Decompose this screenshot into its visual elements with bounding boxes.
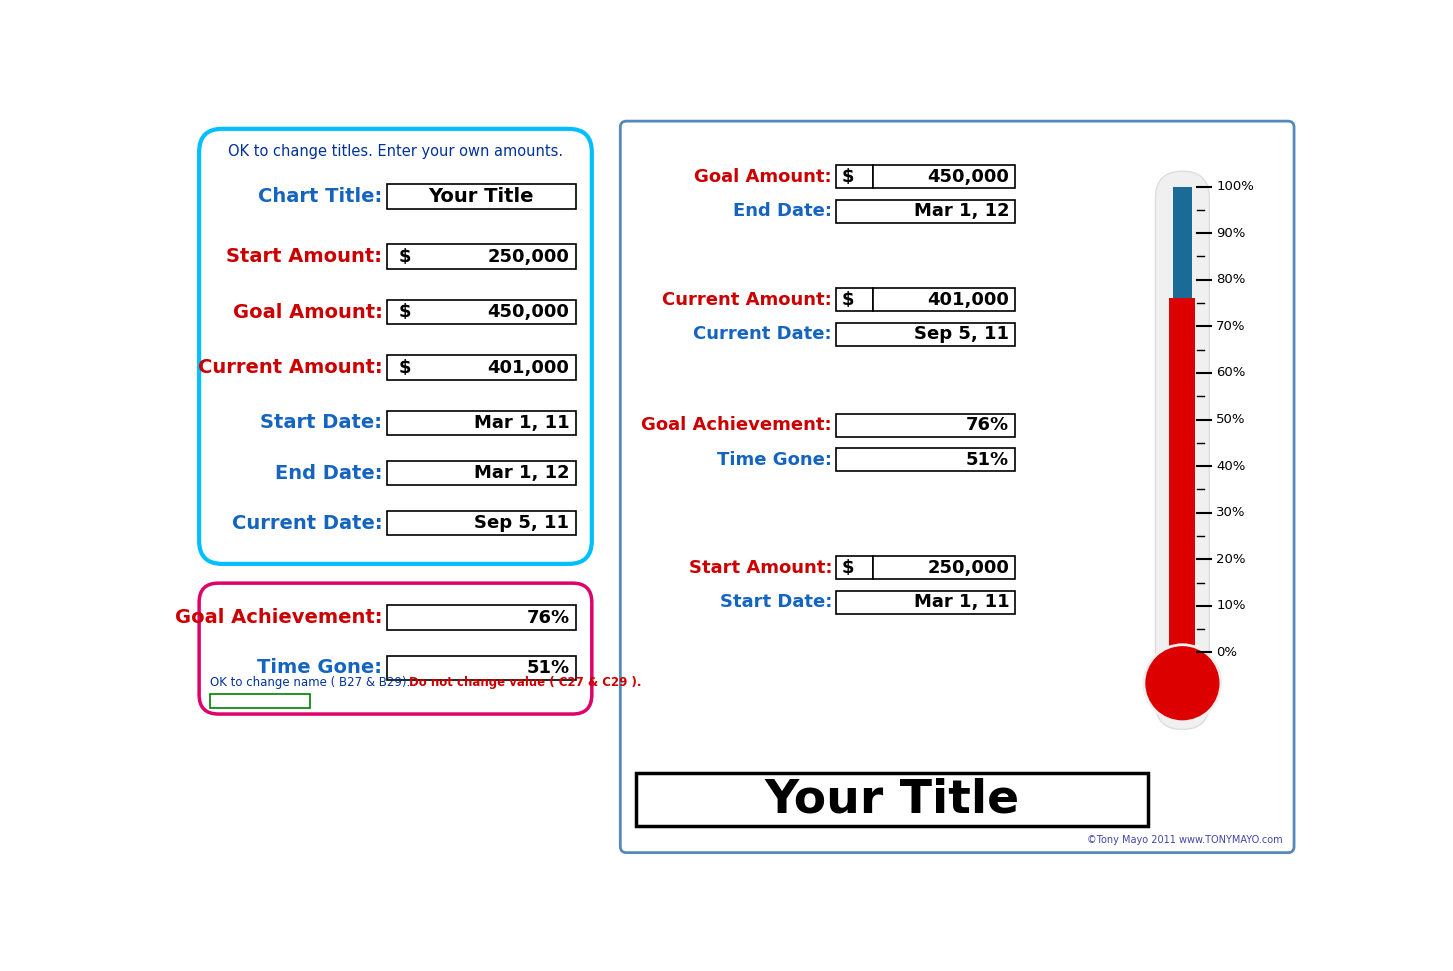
Text: Time Gone:: Time Gone: — [257, 658, 382, 678]
Bar — [386, 511, 575, 535]
Bar — [835, 288, 873, 312]
FancyBboxPatch shape — [620, 121, 1295, 853]
Text: 10%: 10% — [1216, 599, 1245, 613]
Text: $: $ — [843, 290, 854, 309]
Text: $: $ — [843, 558, 854, 577]
Text: 90%: 90% — [1216, 226, 1245, 240]
Text: 401,000: 401,000 — [927, 290, 1010, 309]
Text: 51%: 51% — [526, 659, 570, 677]
Text: ©Tony Mayo 2011 www.TONYMAYO.com: ©Tony Mayo 2011 www.TONYMAYO.com — [1087, 835, 1283, 845]
Text: Sep 5, 11: Sep 5, 11 — [475, 514, 570, 532]
Bar — [386, 300, 575, 324]
Text: 76%: 76% — [526, 609, 570, 627]
Text: Current Amount:: Current Amount: — [663, 290, 833, 309]
FancyBboxPatch shape — [199, 584, 591, 714]
Text: $: $ — [398, 303, 411, 321]
Bar — [873, 556, 1016, 580]
Text: Start Date:: Start Date: — [260, 414, 382, 432]
Bar — [1173, 186, 1191, 653]
Bar — [386, 184, 575, 209]
Text: 450,000: 450,000 — [488, 303, 570, 321]
FancyBboxPatch shape — [1155, 171, 1209, 729]
Bar — [873, 288, 1016, 312]
Bar — [835, 200, 1016, 222]
Text: 30%: 30% — [1216, 506, 1245, 519]
Text: Start Amount:: Start Amount: — [689, 558, 833, 577]
Bar — [386, 411, 575, 435]
Text: Current Amount:: Current Amount: — [198, 358, 382, 377]
Bar — [835, 590, 1016, 614]
Text: 60%: 60% — [1216, 366, 1245, 380]
Bar — [835, 165, 873, 188]
Text: 51%: 51% — [966, 451, 1010, 469]
Text: 50%: 50% — [1216, 413, 1245, 426]
Text: Time Gone:: Time Gone: — [718, 451, 833, 469]
Bar — [386, 655, 575, 680]
Text: Sep 5, 11: Sep 5, 11 — [914, 325, 1010, 344]
Text: Start Date:: Start Date: — [719, 593, 833, 612]
Text: 76%: 76% — [966, 417, 1010, 434]
Text: 100%: 100% — [1216, 180, 1254, 193]
Text: 250,000: 250,000 — [927, 558, 1010, 577]
Bar — [386, 245, 575, 269]
Text: Goal Amount:: Goal Amount: — [695, 168, 833, 185]
Text: 401,000: 401,000 — [488, 358, 570, 377]
Text: 40%: 40% — [1216, 459, 1245, 473]
Bar — [835, 414, 1016, 437]
Bar — [386, 355, 575, 380]
Bar — [835, 449, 1016, 472]
Bar — [386, 606, 575, 630]
Text: Do not change value ( C27 & C29 ).: Do not change value ( C27 & C29 ). — [408, 677, 641, 689]
Bar — [835, 323, 1016, 346]
Text: $: $ — [843, 168, 854, 185]
FancyBboxPatch shape — [199, 129, 591, 564]
Text: Mar 1, 11: Mar 1, 11 — [914, 593, 1010, 612]
Bar — [873, 165, 1016, 188]
Text: Chart Title:: Chart Title: — [259, 187, 382, 206]
Text: Mar 1, 11: Mar 1, 11 — [474, 414, 570, 432]
Text: Your Title: Your Title — [429, 187, 535, 206]
Text: End Date:: End Date: — [734, 202, 833, 220]
Circle shape — [1144, 645, 1221, 721]
Text: Start Amount:: Start Amount: — [227, 248, 382, 266]
Text: Current Date:: Current Date: — [693, 325, 833, 344]
Text: 450,000: 450,000 — [927, 168, 1010, 185]
Text: $: $ — [398, 248, 411, 266]
Bar — [1170, 298, 1196, 653]
Text: 0%: 0% — [1216, 646, 1238, 659]
Text: Goal Amount:: Goal Amount: — [232, 303, 382, 321]
Text: End Date:: End Date: — [275, 463, 382, 483]
Text: Your Title: Your Title — [764, 777, 1020, 822]
Text: Goal Achievement:: Goal Achievement: — [174, 608, 382, 627]
Bar — [209, 694, 309, 708]
Text: OK to change name ( B27 & B29).: OK to change name ( B27 & B29). — [209, 677, 414, 689]
Text: 80%: 80% — [1216, 273, 1245, 286]
Text: 70%: 70% — [1216, 319, 1245, 333]
Bar — [636, 773, 1148, 825]
Text: 20%: 20% — [1216, 552, 1245, 566]
Bar — [386, 460, 575, 486]
Text: Goal Achievement:: Goal Achievement: — [641, 417, 833, 434]
Text: 250,000: 250,000 — [488, 248, 570, 266]
Text: OK to change titles. Enter your own amounts.: OK to change titles. Enter your own amou… — [228, 145, 562, 159]
Text: Mar 1, 12: Mar 1, 12 — [474, 464, 570, 482]
Text: $: $ — [398, 358, 411, 377]
Bar — [835, 556, 873, 580]
Text: Current Date:: Current Date: — [231, 514, 382, 532]
Text: Mar 1, 12: Mar 1, 12 — [914, 202, 1010, 220]
